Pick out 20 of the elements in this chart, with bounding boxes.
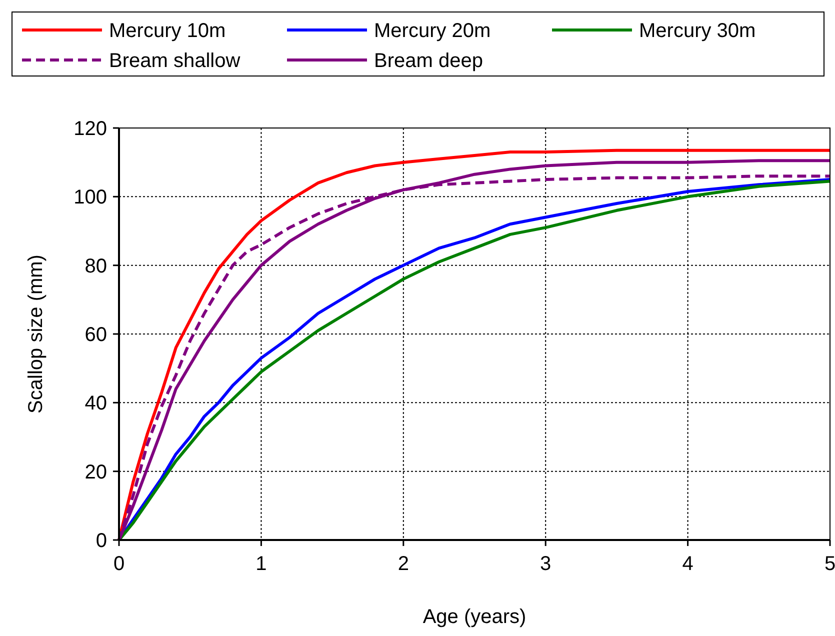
x-tick-label: 5: [824, 553, 835, 575]
legend-label: Mercury 10m: [109, 20, 226, 42]
x-tick-label: 4: [682, 553, 694, 575]
y-axis-title: Scallop size (mm): [25, 254, 47, 414]
x-axis-title: Age (years): [422, 606, 526, 628]
y-tick-label: 60: [84, 324, 107, 346]
legend-label: Mercury 20m: [374, 20, 491, 42]
y-tick-label: 0: [96, 530, 107, 552]
x-tick-label: 2: [398, 553, 409, 575]
y-tick-label: 100: [74, 186, 107, 209]
y-tick-label: 120: [74, 118, 107, 140]
y-tick-label: 40: [84, 392, 107, 415]
legend-label: Mercury 30m: [639, 20, 756, 42]
x-tick-label: 3: [540, 553, 552, 575]
x-tick-label: 0: [113, 553, 125, 575]
x-tick-label: 1: [256, 553, 267, 575]
legend-label: Bream shallow: [109, 50, 241, 72]
y-tick-label: 80: [84, 255, 107, 278]
y-tick-label: 20: [84, 461, 107, 484]
legend-label: Bream deep: [374, 50, 483, 72]
